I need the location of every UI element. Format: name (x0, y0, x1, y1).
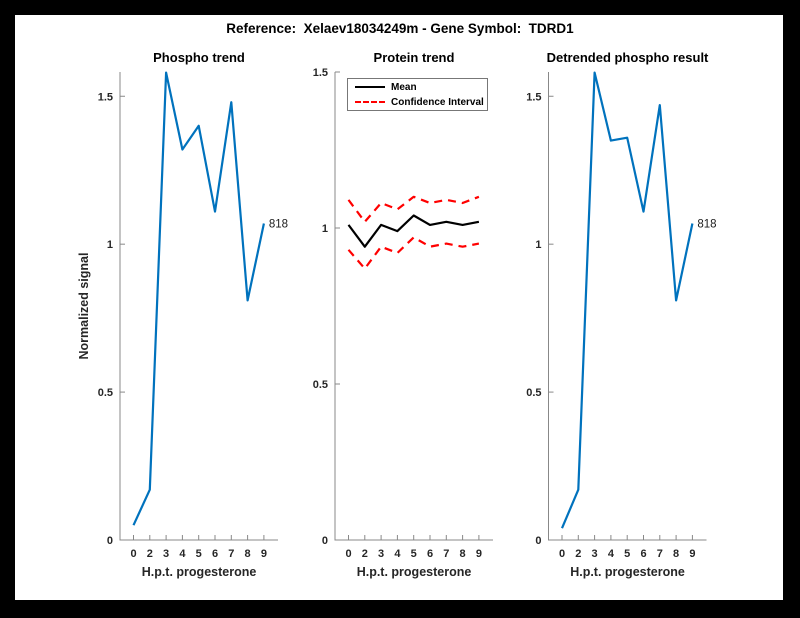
y-tick-label: 0 (107, 535, 113, 547)
y-tick-label: 0.5 (313, 379, 328, 391)
series-end-label: 818 (269, 218, 288, 230)
x-tick-label: 0 (559, 548, 565, 560)
x-tick-label: 3 (592, 548, 598, 560)
x-tick-label: 9 (261, 548, 267, 560)
x-tick-label: 8 (673, 548, 679, 560)
x-axis-label: H.p.t. progesterone (142, 565, 257, 579)
x-tick-label: 2 (575, 548, 581, 560)
x-tick-label: 0 (345, 548, 351, 560)
y-tick-label: 1 (322, 223, 328, 235)
legend-label-mean: Mean (391, 81, 417, 93)
y-tick-label: 1 (107, 239, 113, 251)
x-tick-label: 4 (179, 548, 186, 560)
series-mean (347, 214, 480, 248)
y-tick-label: 1.5 (313, 67, 328, 79)
figure-title: Reference: Xelaev18034249m - Gene Symbol… (226, 21, 574, 36)
y-tick-label: 0 (322, 535, 328, 547)
x-tick-label: 8 (460, 548, 466, 560)
y-tick-label: 1.5 (98, 91, 113, 103)
x-tick-label: 5 (411, 548, 417, 560)
series-detrended-phospho-signal (560, 71, 694, 529)
series-phospho-signal (132, 71, 265, 526)
y-tick-label: 1 (535, 239, 541, 251)
x-tick-label: 9 (689, 548, 695, 560)
x-tick-label: 8 (245, 548, 251, 560)
legend-item-mean: Mean (355, 81, 487, 93)
dashed-line-swatch (355, 101, 385, 103)
subplot-title: Detrended phospho result (547, 50, 709, 65)
x-tick-label: 9 (476, 548, 482, 560)
x-tick-label: 2 (147, 548, 153, 560)
y-tick-label: 0 (535, 535, 541, 547)
x-tick-label: 5 (196, 548, 202, 560)
x-tick-label: 3 (163, 548, 169, 560)
y-tick-label: 1.5 (526, 91, 541, 103)
x-tick-label: 6 (427, 548, 433, 560)
x-axis-label: H.p.t. progesterone (570, 565, 685, 579)
series-ci-upper (347, 195, 480, 223)
x-tick-label: 5 (624, 548, 630, 560)
y-tick-label: 0.5 (98, 387, 113, 399)
x-tick-label: 6 (212, 548, 218, 560)
x-tick-label: 2 (362, 548, 368, 560)
subplot-title: Protein trend (374, 50, 455, 65)
legend-label-confidence-interval: Confidence Interval (391, 96, 484, 108)
x-tick-label: 4 (394, 548, 401, 560)
x-tick-label: 7 (443, 548, 449, 560)
x-tick-label: 7 (657, 548, 663, 560)
legend-item-confidence-interval: Confidence Interval (355, 96, 487, 108)
subplot-title: Phospho trend (153, 50, 245, 65)
y-axis-label: Normalized signal (77, 253, 91, 360)
solid-line-swatch (355, 86, 385, 88)
y-tick-label: 0.5 (526, 387, 541, 399)
x-tick-label: 6 (640, 548, 646, 560)
x-tick-label: 3 (378, 548, 384, 560)
x-tick-label: 0 (130, 548, 136, 560)
series-end-label: 818 (697, 218, 716, 230)
legend-box: Mean Confidence Interval (347, 78, 488, 111)
x-tick-label: 7 (228, 548, 234, 560)
x-tick-label: 4 (608, 548, 615, 560)
series-ci-lower (347, 236, 480, 270)
x-axis-label: H.p.t. progesterone (357, 565, 472, 579)
